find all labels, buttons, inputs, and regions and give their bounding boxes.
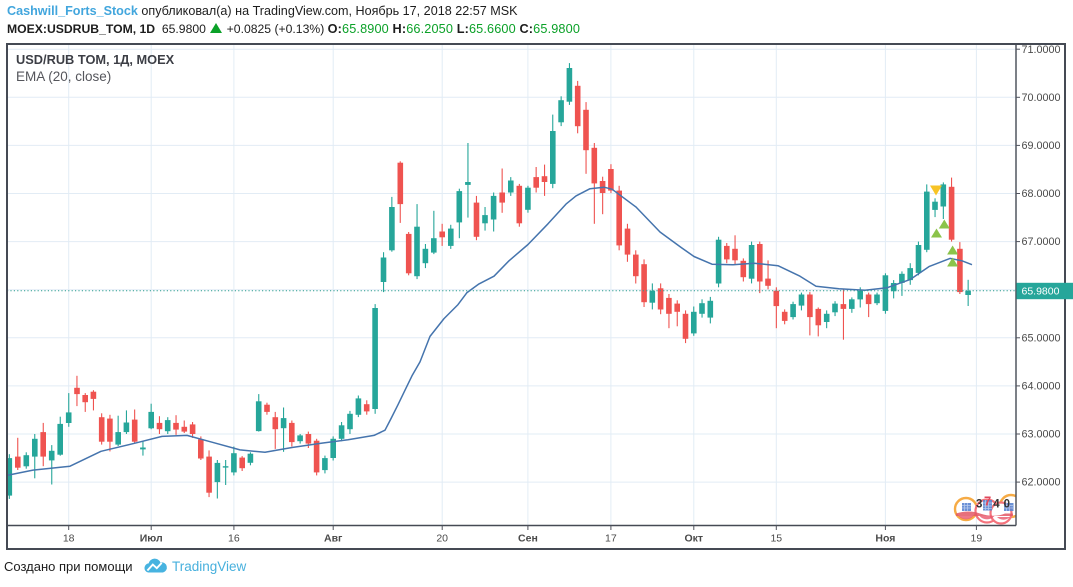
svg-text:18: 18 [63, 533, 75, 545]
svg-text:64.0000: 64.0000 [1022, 381, 1061, 393]
svg-text:17: 17 [605, 533, 617, 545]
svg-text:63.0000: 63.0000 [1022, 429, 1061, 441]
svg-text:67.0000: 67.0000 [1022, 236, 1061, 248]
svg-text:65.9800: 65.9800 [1022, 285, 1060, 297]
svg-text:65.0000: 65.0000 [1022, 332, 1061, 344]
svg-text:71.0000: 71.0000 [1022, 44, 1061, 56]
svg-text:20: 20 [436, 533, 448, 545]
svg-text:USD/RUB TOM, 1Д, MOEX: USD/RUB TOM, 1Д, MOEX [16, 52, 175, 67]
svg-text:0: 0 [1004, 499, 1010, 511]
svg-text:Сен: Сен [518, 533, 538, 545]
svg-text:16: 16 [228, 533, 240, 545]
svg-text:Авг: Авг [324, 533, 343, 545]
svg-text:4: 4 [993, 499, 1000, 511]
svg-text:EMA (20, close): EMA (20, close) [16, 69, 111, 84]
svg-text:Июл: Июл [140, 533, 163, 545]
svg-text:15: 15 [770, 533, 782, 545]
svg-text:68.0000: 68.0000 [1022, 188, 1061, 200]
svg-text:62.0000: 62.0000 [1022, 477, 1061, 489]
svg-text:70.0000: 70.0000 [1022, 92, 1061, 104]
svg-text:Окт: Окт [685, 533, 704, 545]
svg-text:19: 19 [971, 533, 983, 545]
svg-text:69.0000: 69.0000 [1022, 140, 1061, 152]
svg-text:Ноя: Ноя [875, 533, 895, 545]
svg-text:3: 3 [976, 499, 982, 511]
svg-text:7: 7 [984, 494, 991, 509]
